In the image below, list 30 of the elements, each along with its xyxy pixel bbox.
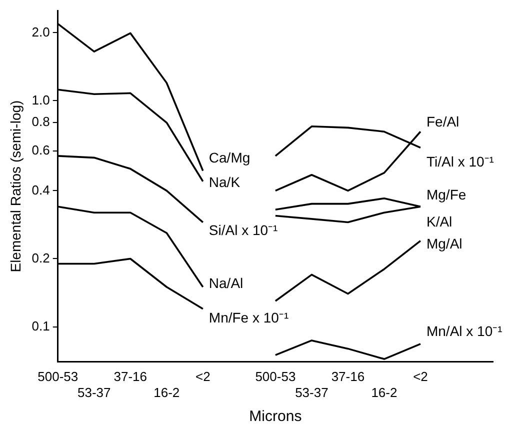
series-label: Mg/Al <box>426 236 462 252</box>
x-tick-label: 53-37 <box>295 384 328 400</box>
y-axis-title: Elemental Ratios (semi-log) <box>7 100 24 272</box>
x-tick-label: 37-16 <box>114 369 148 384</box>
y-tick-label: 0.6 <box>32 142 50 158</box>
x-axis-title: Microns <box>249 408 302 426</box>
y-tick-label: 0.1 <box>32 318 50 334</box>
series-label: Na/Al <box>208 274 244 291</box>
x-tick-label: <2 <box>413 369 428 384</box>
y-tick-label: 0.2 <box>32 250 50 266</box>
series-label: Si/Al x 10⁻¹ <box>208 222 278 238</box>
y-tick-label: 0.4 <box>32 182 50 198</box>
y-tick-label: 1.0 <box>32 92 50 108</box>
x-tick-label: 37-16 <box>331 369 365 384</box>
x-tick-label: <2 <box>196 369 210 384</box>
series-label: Ca/Mg <box>208 150 250 166</box>
y-tick-label: 2.0 <box>32 24 50 40</box>
x-tick-label: 16-2 <box>371 384 398 400</box>
series-label: K/Al <box>426 214 452 230</box>
x-tick-label: 53-37 <box>78 384 111 400</box>
series-label: Mg/Fe <box>426 186 466 203</box>
x-tick-label: 500-53 <box>255 369 296 384</box>
x-tick-label: 500-53 <box>38 369 78 384</box>
y-tick-label: 0.8 <box>32 114 50 130</box>
series-label: Mn/Fe x 10⁻¹ <box>208 310 289 326</box>
series-label: Mn/Al x 10⁻¹ <box>426 322 503 339</box>
series-label: Na/K <box>208 174 241 190</box>
x-tick-label: 16-2 <box>154 384 180 400</box>
series-label: Fe/Al <box>426 114 460 130</box>
series-label: Ti/Al x 10⁻¹ <box>426 154 494 170</box>
